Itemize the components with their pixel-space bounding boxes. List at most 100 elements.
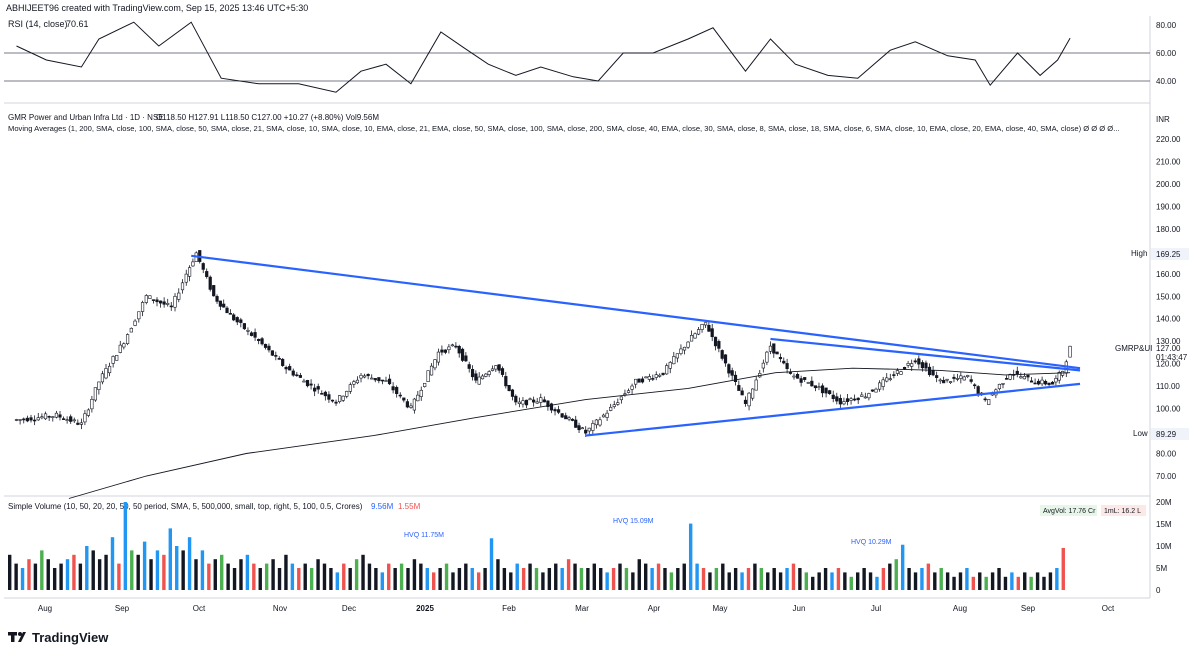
candle-body xyxy=(892,374,896,376)
volume-bar xyxy=(637,559,641,590)
candle-body xyxy=(668,362,672,369)
trendline-3[interactable] xyxy=(585,382,1081,437)
candle-body xyxy=(412,398,416,411)
candle-body xyxy=(191,261,195,267)
volume-bar xyxy=(836,568,841,590)
candle-body xyxy=(710,328,714,338)
volume-bar xyxy=(432,572,436,590)
volume-bar xyxy=(708,572,712,590)
candle-body xyxy=(1068,345,1072,358)
volume-bar xyxy=(624,568,629,590)
candle-body xyxy=(713,336,718,347)
volume-bar xyxy=(175,546,179,590)
volume-bar xyxy=(856,572,860,590)
candle-body xyxy=(906,363,910,366)
volume-bar xyxy=(676,568,680,590)
volume-bar xyxy=(509,572,513,590)
candle-body xyxy=(460,348,465,361)
candle-body xyxy=(1001,383,1005,385)
volume-bar xyxy=(78,563,83,590)
candle-body xyxy=(222,303,226,308)
candle-body xyxy=(945,378,949,381)
candle-body xyxy=(637,378,641,383)
volume-bar xyxy=(714,568,719,590)
candle-body xyxy=(274,355,278,357)
candle-body xyxy=(490,368,495,371)
symbol-title: GMR Power and Urban Infra Ltd · 1D · NSE xyxy=(8,113,164,122)
candle-body xyxy=(225,307,229,314)
candle-body xyxy=(720,350,724,359)
volume-bar xyxy=(894,559,898,590)
candle-body xyxy=(775,351,779,355)
candle-body xyxy=(122,343,126,348)
candle-body xyxy=(598,419,602,426)
time-tick-label: Sep xyxy=(1021,604,1036,613)
low-value-box xyxy=(1151,428,1189,440)
volume-bar xyxy=(611,568,616,590)
volume-bar xyxy=(470,568,474,590)
candle-body xyxy=(111,356,115,364)
volume-bar xyxy=(348,568,352,590)
candle-body xyxy=(104,368,108,379)
candle-body xyxy=(327,394,331,400)
candle-body xyxy=(359,374,363,379)
candle-body xyxy=(644,376,648,379)
candle-body xyxy=(426,370,430,382)
candle-body xyxy=(703,322,708,326)
candle-body xyxy=(754,379,758,391)
price-tick-label: 190.00 xyxy=(1156,202,1181,211)
volume-bar xyxy=(117,563,121,590)
volume-bar xyxy=(130,550,134,590)
volume-bar xyxy=(284,554,288,590)
candle-body xyxy=(338,395,342,403)
candle-body xyxy=(391,386,395,391)
candle-body xyxy=(345,390,349,397)
candle-body xyxy=(402,397,406,401)
candle-body xyxy=(835,396,839,402)
candle-body xyxy=(630,385,634,390)
trendline-1[interactable] xyxy=(191,254,1081,370)
candle-body xyxy=(877,382,882,390)
candle-body xyxy=(747,392,751,407)
candle-body xyxy=(494,365,498,370)
trendlines[interactable] xyxy=(191,254,1081,437)
volume-bar xyxy=(457,568,462,590)
volume-axis: 20M 15M 10M 5M 0 xyxy=(1156,498,1172,595)
volume-bar xyxy=(888,563,892,590)
candle-body xyxy=(528,398,532,401)
candle-body xyxy=(661,372,665,375)
volume-bar xyxy=(97,559,102,590)
candle-body xyxy=(860,394,864,397)
volume-bar xyxy=(393,568,397,590)
time-tick-label: Nov xyxy=(273,604,287,613)
candle-body xyxy=(1043,380,1048,385)
price-tick-label: 130.00 xyxy=(1156,337,1181,346)
hvq-label-3: HVQ 10.29M xyxy=(851,539,892,546)
candle-body xyxy=(1036,380,1041,385)
price-tick-label: 140.00 xyxy=(1156,315,1181,324)
volume-bar xyxy=(207,563,211,590)
candle-body xyxy=(144,295,148,303)
candle-body xyxy=(966,375,970,377)
trendline-2[interactable] xyxy=(770,337,1081,372)
volume-bar xyxy=(322,563,327,590)
candle-body xyxy=(792,375,796,378)
candle-body xyxy=(29,417,33,421)
rsi-tick-label: 80.00 xyxy=(1156,21,1177,30)
volume-bar xyxy=(200,550,205,590)
candle-body xyxy=(612,404,616,407)
volume-bar xyxy=(367,563,372,590)
candle-body xyxy=(810,380,814,387)
time-tick-label: Apr xyxy=(648,604,661,613)
candle-body xyxy=(180,282,185,291)
candle-body xyxy=(560,413,564,418)
candle-body xyxy=(370,377,374,380)
volume-bar xyxy=(271,559,275,590)
price-tick-label: 120.00 xyxy=(1156,360,1181,369)
candle-body xyxy=(267,345,271,351)
candle-body xyxy=(320,393,324,395)
volume-bar xyxy=(149,559,153,590)
volume-bar xyxy=(162,554,166,590)
candle-body xyxy=(938,379,942,382)
candle-body xyxy=(817,386,821,388)
